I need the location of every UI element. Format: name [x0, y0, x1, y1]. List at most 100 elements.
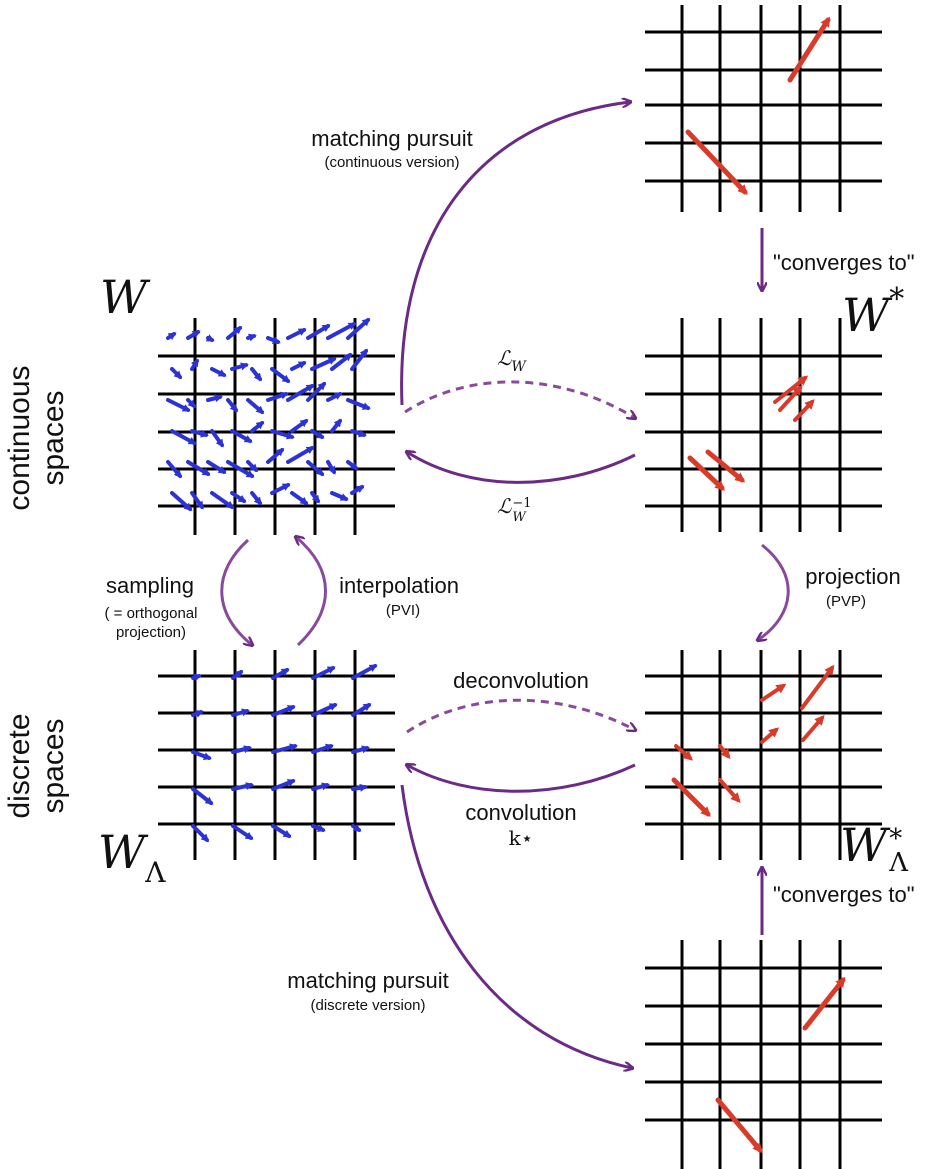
projection-title: projection: [805, 564, 901, 589]
sampling-title: sampling: [105, 573, 195, 598]
blue-vector-Wlambda-4-2: [271, 824, 292, 838]
red-atom-bottom-2: [715, 1097, 763, 1154]
L-W-inv-arrow: [407, 452, 636, 484]
blue-vector-W-1-3: [230, 362, 249, 371]
red-atom-Wls-7: [671, 777, 711, 817]
sampling-arrow: [220, 538, 252, 645]
blue-vector-W-2-4: [246, 398, 265, 414]
blue-vector-W-2-5: [266, 391, 289, 402]
red-atom-top-2: [685, 129, 748, 195]
L-W-inv-label: ℒ −1 W: [497, 494, 532, 525]
blue-vector-W-3-8: [330, 418, 342, 433]
blue-vector-W-1-9: [350, 348, 368, 371]
blue-vector-Wlambda-1-0: [191, 710, 204, 718]
blue-vector-W-1-1: [190, 358, 199, 371]
blue-vector-W-4-7: [306, 460, 325, 476]
blue-vector-Wlambda-3-1: [231, 782, 254, 791]
blue-vector-W-4-4: [246, 460, 259, 473]
blue-vector-Wlambda-4-1: [231, 824, 254, 840]
mp-continuous-arrow: [400, 102, 630, 406]
blue-vector-W-4-3: [226, 460, 255, 478]
red-atom-Wstar-3: [793, 399, 815, 422]
blue-vector-W-4-6: [286, 446, 315, 464]
blue-vector-W-2-0: [166, 398, 191, 412]
blue-vector-Wlambda-4-0: [191, 824, 210, 843]
mp-discrete-arrow: [400, 784, 632, 1068]
L-W-label: ℒW: [497, 346, 526, 375]
blue-vector-W-0-3: [226, 326, 243, 340]
blue-vector-W-1-7: [310, 357, 337, 371]
W-lambda-symbol: WΛ: [98, 825, 166, 889]
spaces-word: spaces: [37, 390, 70, 486]
continuous-word: continuous: [3, 365, 36, 511]
blue-vector-W-2-8: [326, 392, 343, 402]
blue-vector-W-1-5: [270, 367, 291, 383]
blue-vector-W-2-2: [206, 394, 223, 403]
blue-vector-W-2-9: [346, 398, 371, 410]
blue-vector-W-5-8: [330, 491, 349, 501]
mp-discrete-subtitle: (discrete version): [310, 997, 426, 1014]
blue-vector-W-5-3: [230, 491, 247, 503]
blue-vector-W-4-9: [346, 460, 359, 470]
W-star-symbol: W*: [842, 282, 905, 342]
blue-vector-Wlambda-0-4: [351, 664, 378, 680]
blue-vector-W-5-2: [210, 491, 235, 509]
discrete-word: discrete: [3, 713, 36, 819]
red-atom-Wls-5: [674, 744, 694, 761]
red-atom-top-1: [787, 16, 831, 83]
deconvolution-arrow: [406, 698, 635, 734]
projection-arrow: [758, 543, 790, 640]
blue-vector-W-3-0: [170, 429, 197, 445]
interpolation-arrow: [296, 537, 327, 647]
blue-vector-Wlambda-0-0: [191, 673, 202, 682]
mp-continuous-subtitle: (continuous version): [324, 154, 460, 171]
blue-vector-W-5-9: [350, 485, 365, 495]
blue-vector-Wlambda-1-2: [271, 705, 296, 717]
red-atom-Wstar-1: [773, 375, 809, 404]
blue-vector-Wlambda-3-4: [351, 783, 368, 792]
blue-vector-W-5-1: [190, 491, 204, 510]
blue-vector-Wlambda-0-1: [231, 670, 244, 680]
blue-vector-W-0-8: [326, 322, 357, 340]
blue-vector-W-0-4: [246, 333, 257, 342]
interpolation-subtitle: (PVI): [385, 602, 421, 619]
blue-vector-W-4-1: [186, 460, 211, 476]
red-atom-Wls-6: [718, 744, 731, 760]
deconvolution-label: deconvolution: [453, 668, 589, 693]
blue-vector-Wlambda-4-4: [351, 823, 362, 832]
blue-vector-W-5-7: [310, 491, 320, 504]
blue-vector-W-2-1: [186, 398, 197, 409]
mp-discrete-title: matching pursuit: [287, 968, 449, 993]
spaces-word: spaces: [37, 718, 70, 814]
blue-vector-Wlambda-1-4: [351, 703, 372, 717]
blue-vector-W-5-0: [170, 491, 193, 511]
blue-vector-W-0-5: [266, 336, 281, 344]
projection-subtitle: (PVP): [825, 593, 867, 610]
blue-vector-Wlambda-4-3: [311, 824, 326, 832]
grids-layer: [158, 5, 882, 1169]
blue-vector-W-5-5: [270, 483, 291, 495]
grid-W-star: [645, 318, 882, 532]
blue-vector-W-5-6: [290, 491, 309, 505]
blue-vector-W-3-2: [210, 429, 224, 448]
blue-vector-W-0-7: [306, 324, 331, 340]
blue-vector-W-3-4: [250, 421, 265, 433]
red-atom-Wstar-2: [778, 385, 803, 412]
blue-vector-W-0-0: [166, 332, 177, 341]
blue-vector-W-2-3: [226, 398, 238, 413]
blue-vector-W-3-5: [270, 429, 295, 440]
convolution-title: convolution: [465, 800, 577, 825]
grid-top-right: [645, 5, 882, 212]
interpolation-title: interpolation: [339, 573, 459, 598]
red-atom-Wls-8: [718, 778, 741, 803]
blue-vector-W-1-0: [170, 367, 183, 380]
converges-bottom-label: "converges to": [773, 882, 915, 907]
blue-vector-W-0-6: [286, 328, 307, 340]
mp-continuous-title: matching pursuit: [311, 126, 473, 151]
blue-vector-Wlambda-0-3: [311, 666, 336, 680]
vectors-layer: [166, 16, 846, 1154]
blue-vector-W-2-6: [286, 384, 315, 402]
blue-vector-W-1-8: [330, 353, 353, 371]
grid-W: [158, 318, 395, 535]
